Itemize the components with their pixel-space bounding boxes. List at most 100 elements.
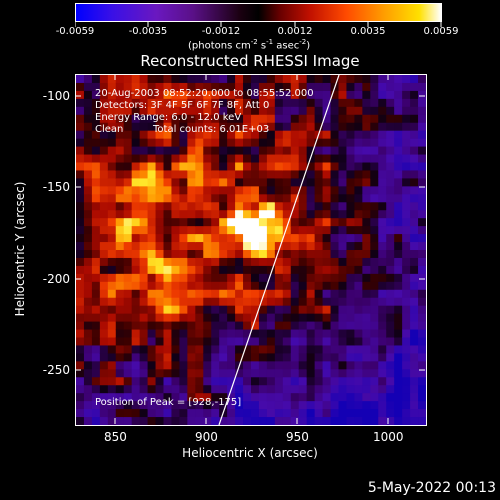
heatmap-cell [171,210,180,219]
heatmap-cell [107,305,117,315]
heatmap-cell [195,210,204,219]
heatmap-cell [290,122,300,132]
heatmap-cell [227,210,236,219]
heatmap-cell [76,281,85,291]
heatmap-cell [147,170,157,179]
heatmap-cell [298,273,308,283]
heatmap-cell [139,242,149,251]
heatmap-cell [410,226,419,235]
heatmap-cell [76,210,85,219]
heatmap-cell [195,90,204,100]
heatmap-cell [362,130,371,140]
heatmap-cell [115,138,125,148]
heatmap-cell [282,82,292,92]
heatmap-cell [410,265,419,275]
heatmap-cell [410,106,419,116]
heatmap-cell [163,194,173,203]
heatmap-cell [131,106,141,116]
heatmap-cell [370,257,379,267]
heatmap-cell [91,417,101,425]
heatmap-cell [298,138,308,148]
heatmap-cell [330,393,340,402]
heatmap-cell [354,281,363,291]
heatmap-cell [362,409,371,418]
heatmap-cell [83,305,93,315]
heatmap-cell [370,305,379,315]
heatmap-cell [99,146,109,156]
heatmap-cell [378,250,387,259]
heatmap-cell [83,250,93,259]
heatmap-cell [346,226,355,235]
heatmap-cell [418,218,426,227]
heatmap-cell [306,313,316,323]
heatmap-cell [370,130,379,140]
heatmap-cell [274,289,284,299]
heatmap-cell [227,281,236,291]
heatmap-cell [155,194,165,203]
heatmap-cell [211,281,220,291]
colorbar-units: (photons cm-2 s-1 asec-2) [188,38,311,52]
heatmap-cell [235,281,244,291]
heatmap-cell [155,186,165,195]
heatmap-cell [131,361,141,370]
heatmap-cell [99,242,109,251]
heatmap-cell [203,321,212,331]
heatmap-cell [354,250,363,259]
heatmap-cell [410,114,419,124]
heatmap-cell [402,114,411,124]
heatmap-cell [235,178,244,187]
heatmap-cell [251,257,260,267]
heatmap-cell [187,361,196,370]
heatmap-cell [370,401,379,410]
heatmap-cell [282,377,292,386]
heatmap-cell [107,369,117,378]
heatmap-cell [322,297,332,307]
heatmap-cell [115,170,125,179]
heatmap-cell [394,313,403,323]
heatmap-cell [155,257,165,267]
heatmap-cell [83,393,93,402]
heatmap-cell [346,289,355,299]
heatmap-cell [131,313,141,323]
heatmap-cell [346,242,355,251]
heatmap-cell [330,178,340,187]
heatmap-cell [107,409,117,418]
heatmap-cell [306,138,316,148]
heatmap-cell [76,178,85,187]
heatmap-cell [107,289,117,299]
heatmap-cell [418,146,426,156]
heatmap-cell [203,329,212,339]
heatmap-cell [163,114,173,124]
heatmap-cell [402,234,411,243]
heatmap-cell [219,130,228,140]
heatmap-cell [338,226,348,235]
heatmap-cell [163,361,173,370]
heatmap-cell [362,122,371,132]
heatmap-cell [243,162,252,172]
heatmap-cell [386,138,395,148]
heatmap-cell [362,202,371,211]
heatmap-cell [139,138,149,148]
heatmap-cell [83,162,93,172]
heatmap-cell [76,234,85,243]
heatmap-cell [306,82,316,92]
heatmap-cell [187,210,196,219]
heatmap-cell [155,409,165,418]
heatmap-cell [171,170,180,179]
heatmap-cell [362,146,371,156]
heatmap-cell [115,257,125,267]
heatmap-cell [203,353,212,362]
heatmap-cell [266,385,276,394]
heatmap-cell [195,409,204,418]
heatmap-cell [338,218,348,227]
heatmap-cell [378,242,387,251]
heatmap-cell [219,242,228,251]
heatmap-cell [179,202,188,211]
heatmap-cell [290,218,300,227]
heatmap-cell [290,289,300,299]
heatmap-cell [123,194,133,203]
heatmap-cell [386,281,395,291]
heatmap-cell [306,250,316,259]
heatmap-cell [346,130,355,140]
heatmap-cell [306,75,316,84]
